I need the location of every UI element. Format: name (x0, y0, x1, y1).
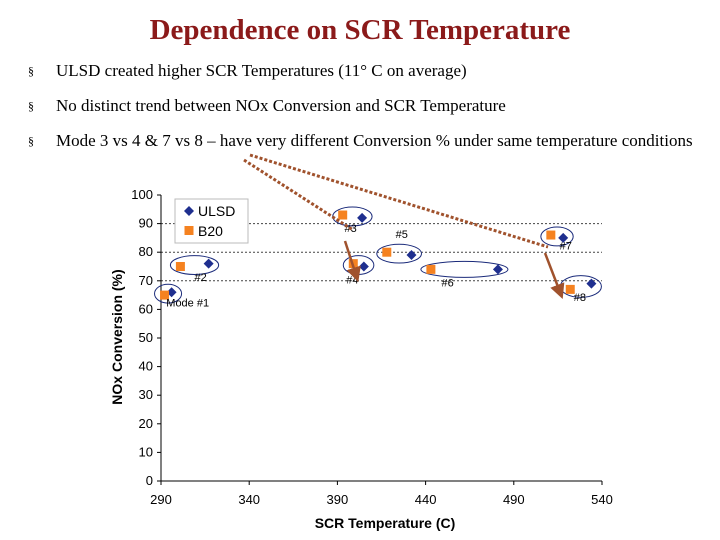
mode-ellipse (169, 255, 220, 276)
y-tick-label: 80 (139, 244, 153, 259)
arrow-layer (243, 153, 565, 300)
x-tick-label: 340 (238, 492, 260, 507)
x-tick-label: 540 (591, 492, 613, 507)
mode-ellipse (154, 283, 183, 304)
x-tick-label: 290 (150, 492, 172, 507)
bullet-item: § No distinct trend between NOx Conversi… (28, 95, 694, 117)
x-tick-label: 390 (327, 492, 349, 507)
arrow-to-mode-4 (343, 240, 361, 283)
y-tick-label: 30 (139, 387, 153, 402)
legend-ulsd-marker (184, 206, 194, 216)
bullet-list: § ULSD created higher SCR Temperatures (… (28, 60, 694, 165)
ulsd-point (358, 261, 369, 272)
arrow-to-mode-8 (543, 252, 565, 300)
bullet-marker-icon: § (28, 99, 34, 113)
mode-label: #7 (560, 240, 572, 252)
arrow-to-mode-7 (249, 153, 549, 249)
x-axis-title: SCR Temperature (C) (315, 515, 456, 531)
mode-ellipse (376, 243, 422, 264)
y-tick-label: 0 (146, 473, 153, 488)
b20-point (426, 264, 436, 274)
ulsd-point (203, 258, 214, 269)
mode-ellipse (540, 226, 574, 247)
b20-point (546, 230, 556, 240)
b20-point (338, 210, 348, 220)
legend-ulsd-label: ULSD (198, 203, 235, 219)
legend-b20-marker (184, 226, 194, 235)
points-layer (160, 210, 597, 300)
slide-title: Dependence on SCR Temperature (149, 14, 571, 46)
mode-label: Mode #1 (166, 298, 209, 310)
ulsd-point (406, 250, 417, 261)
mode-label: #4 (346, 275, 358, 287)
x-tick-label: 440 (415, 492, 437, 507)
y-tick-label: 50 (139, 330, 153, 345)
bullet-text: ULSD created higher SCR Temperatures (11… (56, 61, 467, 80)
x-tick-label: 490 (503, 492, 525, 507)
ulsd-point (586, 278, 597, 289)
bullet-text: Mode 3 vs 4 & 7 vs 8 – have very differe… (56, 131, 693, 150)
y-tick-label: 100 (131, 187, 153, 202)
y-tick-label: 60 (139, 301, 153, 316)
legend-box (174, 198, 249, 244)
ulsd-point (357, 212, 368, 223)
b20-point (160, 290, 170, 300)
mode-label: #8 (574, 292, 586, 304)
y-tick-label: 70 (139, 273, 153, 288)
ulsd-point (492, 264, 503, 275)
bullet-marker-icon: § (28, 64, 34, 78)
bullet-marker-icon: § (28, 134, 34, 148)
mode-label: #5 (396, 229, 408, 241)
y-tick-label: 90 (139, 216, 153, 231)
b20-point (175, 262, 185, 271)
mode-ellipse (420, 260, 509, 278)
axis-layer: 0 10 20 30 40 50 60 70 80 90 100 290 340 390 440 490 540 (131, 187, 613, 507)
y-tick-label: 40 (139, 359, 153, 374)
ulsd-point (166, 287, 177, 298)
b20-point (565, 284, 575, 294)
mode-label: #6 (441, 278, 453, 290)
bullet-text: No distinct trend between NOx Conversion… (56, 96, 506, 115)
arrow-to-mode-3 (243, 158, 354, 232)
ulsd-point (558, 232, 569, 243)
y-tick-label: 20 (139, 416, 153, 431)
y-axis-title: NOx Conversion (%) (109, 269, 125, 404)
legend-b20-label: B20 (198, 223, 223, 239)
chart-legend: ULSD B20 (174, 198, 249, 244)
mode-label: #2 (195, 272, 207, 284)
mode-ellipse (342, 255, 375, 276)
b20-point (382, 247, 392, 257)
bullet-item: § Mode 3 vs 4 & 7 vs 8 – have very diffe… (28, 130, 694, 152)
bullet-item: § ULSD created higher SCR Temperatures (… (28, 60, 694, 82)
y-tick-label: 10 (139, 444, 153, 459)
